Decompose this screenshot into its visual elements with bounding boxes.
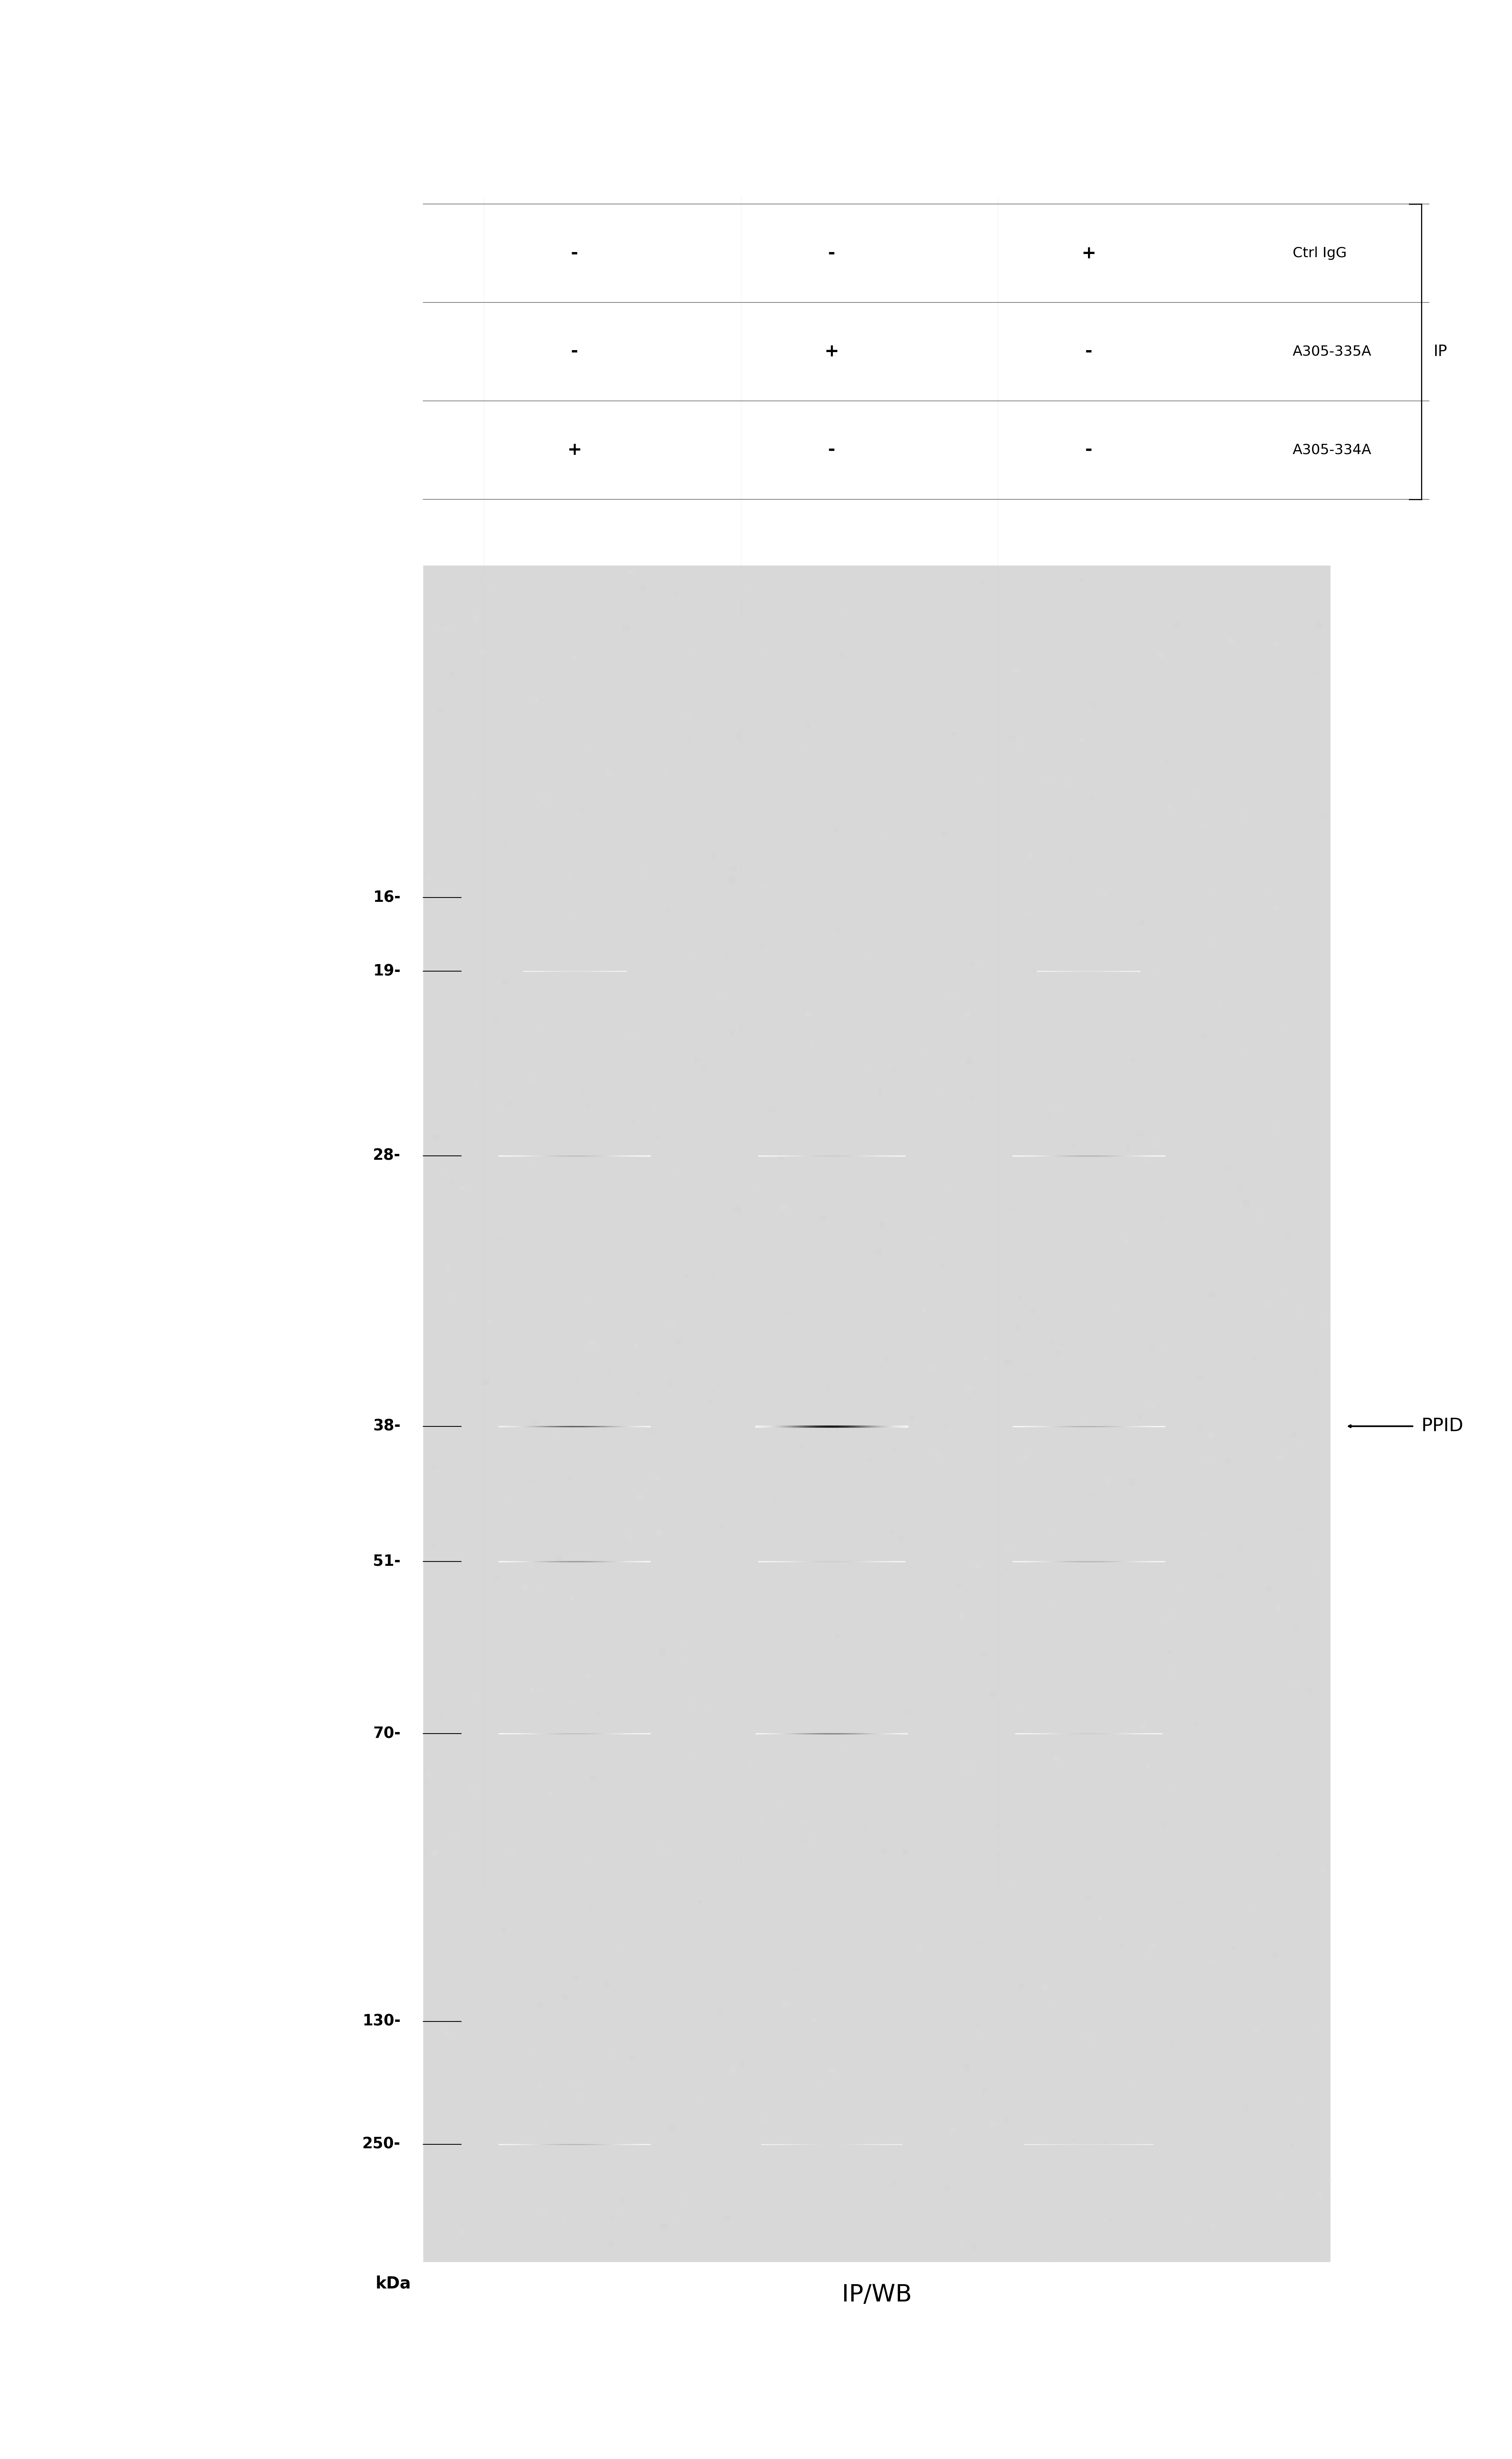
Text: 19-: 19- <box>373 964 401 979</box>
Text: +: + <box>824 344 839 359</box>
Text: kDa: kDa <box>375 2275 411 2292</box>
Text: IP/WB: IP/WB <box>842 2284 912 2307</box>
Text: PPID: PPID <box>1421 1416 1464 1436</box>
Bar <box>423 566 1331 2262</box>
Text: 70-: 70- <box>373 1726 401 1741</box>
Text: -: - <box>1086 344 1092 359</box>
Text: -: - <box>572 344 578 359</box>
Text: 28-: 28- <box>373 1148 401 1163</box>
Text: 38-: 38- <box>373 1419 401 1434</box>
Text: 130-: 130- <box>363 2014 401 2029</box>
Text: -: - <box>572 246 578 261</box>
Text: -: - <box>829 246 835 261</box>
Text: 250-: 250- <box>363 2137 401 2152</box>
Text: +: + <box>1081 246 1096 261</box>
Text: A305-335A: A305-335A <box>1293 344 1371 359</box>
Text: 51-: 51- <box>373 1554 401 1569</box>
Text: 16-: 16- <box>373 890 401 905</box>
Text: IP: IP <box>1433 344 1447 359</box>
Text: -: - <box>1086 443 1092 457</box>
Text: -: - <box>829 443 835 457</box>
Text: +: + <box>567 443 582 457</box>
Text: Ctrl IgG: Ctrl IgG <box>1293 246 1347 261</box>
Text: A305-334A: A305-334A <box>1293 443 1371 457</box>
